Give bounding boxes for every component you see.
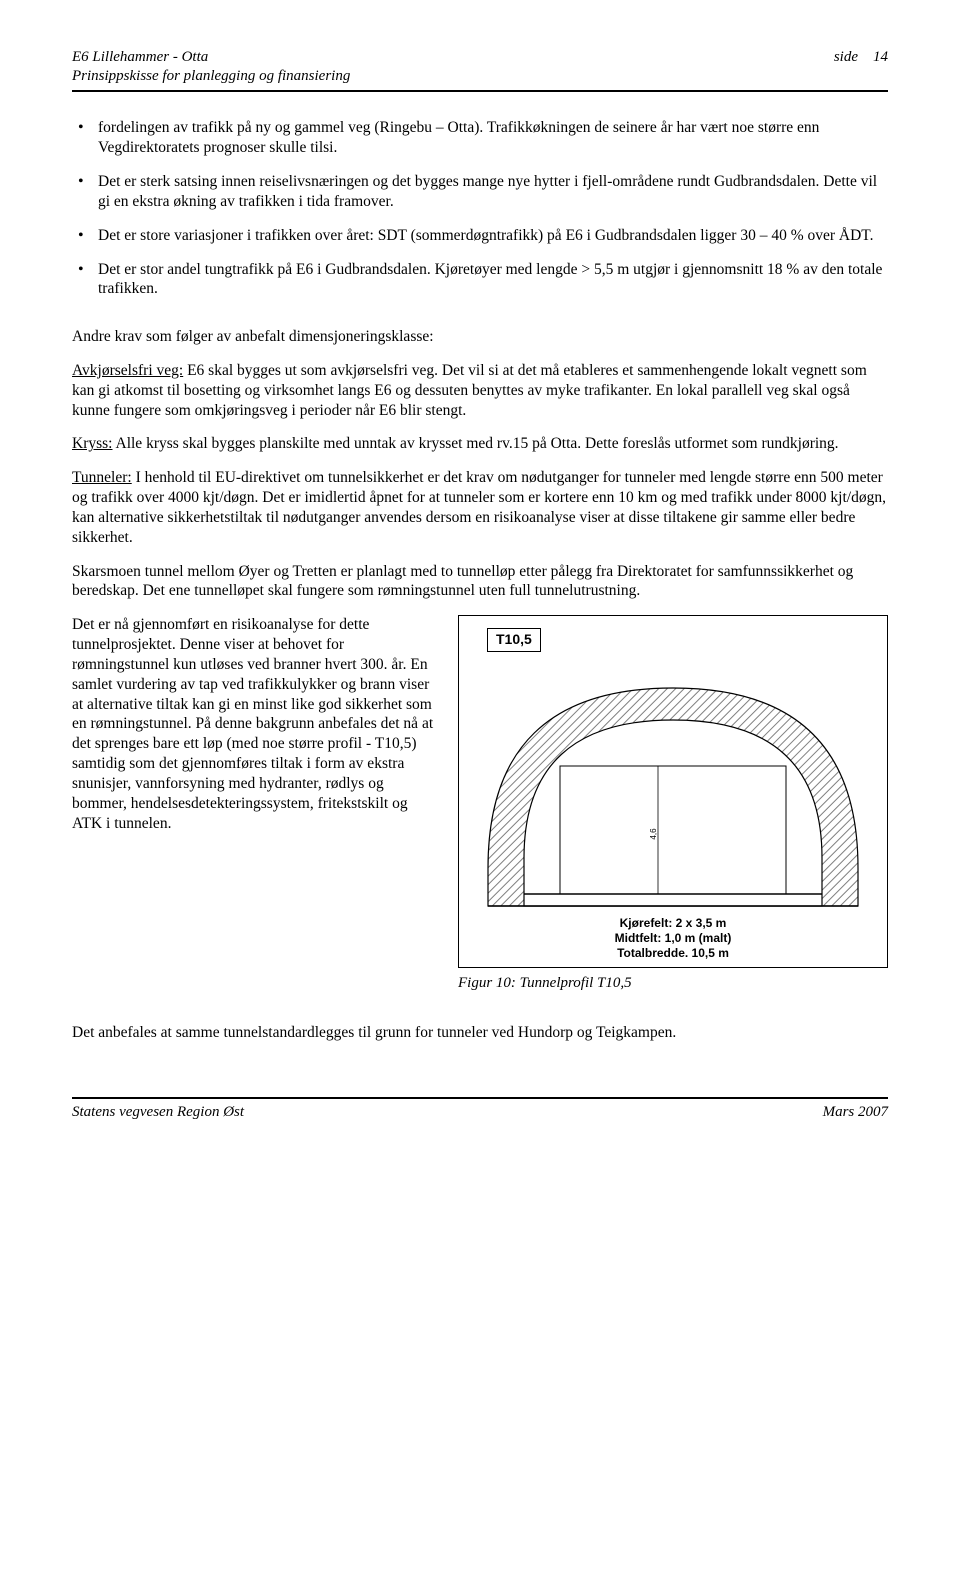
bullet-text: Det er sterk satsing innen reiselivsnæri… — [98, 173, 877, 210]
tunnel-profile-badge: T10,5 — [487, 628, 541, 652]
figure-wrapper: T10,5 — [458, 615, 888, 993]
tunneler-paragraph: Tunneler: I henhold til EU-direktivet om… — [72, 468, 888, 547]
avkjorsel-text: E6 skal bygges ut som avkjørselsfri veg.… — [72, 362, 867, 419]
tunneler-label: Tunneler: — [72, 469, 132, 486]
header-line1: E6 Lillehammer - Otta — [72, 49, 208, 65]
risiko-paragraph: Det er nå gjennomført en risikoanalyse f… — [72, 615, 434, 833]
page-number: 14 — [873, 49, 888, 65]
bullet-text: Det er stor andel tungtrafikk på E6 i Gu… — [98, 261, 882, 298]
figure-label-3: Totalbredde. 10,5 m — [617, 946, 729, 960]
kryss-text: Alle kryss skal bygges planskilte med un… — [112, 435, 838, 452]
height-dim-label: 4,6 — [649, 828, 658, 840]
footer-left: Statens vegvesen Region Øst — [72, 1103, 244, 1122]
footer-right: Mars 2007 — [823, 1103, 888, 1122]
figure-caption: Figur 10: Tunnelprofil T10,5 — [458, 974, 888, 993]
list-item: Det er store variasjoner i trafikken ove… — [72, 226, 888, 246]
risk-and-figure-row: Det er nå gjennomført en risikoanalyse f… — [72, 615, 888, 993]
figure-label-2: Midtfelt: 1,0 m (malt) — [615, 931, 732, 945]
list-item: fordelingen av trafikk på ny og gammel v… — [72, 118, 888, 158]
kryss-label: Kryss: — [72, 435, 112, 452]
header-line2: Prinsippskisse for planlegging og finans… — [72, 68, 350, 84]
avkjorsel-paragraph: Avkjørselsfri veg: E6 skal bygges ut som… — [72, 361, 888, 420]
skarsmoen-paragraph: Skarsmoen tunnel mellom Øyer og Tretten … — [72, 562, 888, 602]
bullet-list: fordelingen av trafikk på ny og gammel v… — [72, 118, 888, 299]
header-pageno: side 14 — [818, 48, 888, 67]
side-label: side — [834, 49, 858, 65]
bullet-text: Det er store variasjoner i trafikken ove… — [98, 227, 873, 244]
closing-paragraph: Det anbefales at samme tunnelstandardleg… — [72, 1023, 888, 1043]
avkjorsel-label: Avkjørselsfri veg: — [72, 362, 183, 379]
tunnel-profile-diagram: 4,6 — [468, 658, 878, 918]
tunneler-text: I henhold til EU-direktivet om tunnelsik… — [72, 469, 886, 545]
list-item: Det er sterk satsing innen reiselivsnæri… — [72, 172, 888, 212]
figure-label-block: Kjørefelt: 2 x 3,5 m Midtfelt: 1,0 m (ma… — [465, 916, 881, 961]
figure-box: T10,5 — [458, 615, 888, 968]
kryss-paragraph: Kryss: Alle kryss skal bygges planskilte… — [72, 434, 888, 454]
intro-line: Andre krav som følger av anbefalt dimens… — [72, 327, 888, 347]
bullet-text: fordelingen av trafikk på ny og gammel v… — [98, 119, 819, 156]
page-footer: Statens vegvesen Region Øst Mars 2007 — [72, 1097, 888, 1122]
header-title: E6 Lillehammer - Otta Prinsippskisse for… — [72, 48, 350, 86]
page-header: E6 Lillehammer - Otta Prinsippskisse for… — [72, 48, 888, 92]
list-item: Det er stor andel tungtrafikk på E6 i Gu… — [72, 260, 888, 300]
figure-label-1: Kjørefelt: 2 x 3,5 m — [620, 916, 727, 930]
